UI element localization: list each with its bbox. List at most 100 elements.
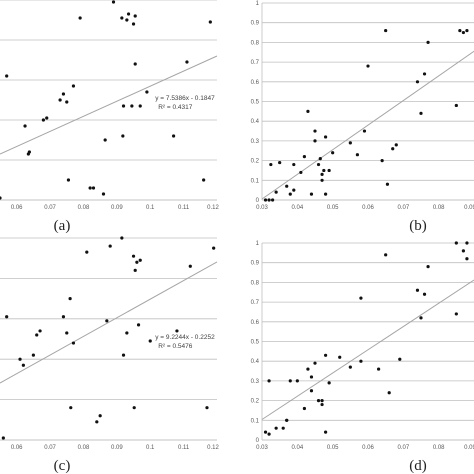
data-point [27,150,31,154]
data-point [71,341,76,345]
x-tick-label: 0.06 [362,205,374,211]
data-point [458,28,462,33]
data-point [387,391,391,395]
data-point [98,414,102,418]
y-tick-label: 0.9 [251,261,260,267]
data-point [66,178,71,182]
chart-panel-2: 0.03 0.04 0.05 0.06 0.07 0.08 0.09 0 0.1 0.2 0.3 0.… [251,1,474,234]
data-point [202,178,206,182]
data-point [426,265,430,269]
chart-panel-1: 0.06 0.07 0.08 0.09 0.1 0.11 0.12 y = 7.5386x -… [0,0,219,234]
trendline [261,279,474,420]
data-point [454,103,458,108]
data-point [58,98,62,102]
data-point [422,292,427,296]
y-tick-label: 0 [256,198,260,204]
x-tick-label: 0.08 [433,445,445,451]
data-point [18,357,22,361]
y-tick-label: 0.6 [251,320,260,326]
data-point [292,188,296,192]
data-point [120,16,124,20]
data-point [309,375,314,379]
data-point [461,30,465,35]
x-tick-label: 0.04 [291,205,303,211]
y-tick-label: 1 [256,241,260,247]
data-point [131,254,136,258]
data-point [41,118,46,122]
x-tick-label: 0.11 [178,445,190,451]
data-point [359,296,363,300]
data-point [120,236,124,240]
x-tick-label: 0.12 [207,205,219,211]
data-point [271,198,275,202]
data-point [172,134,176,138]
trendline [261,50,474,200]
data-point [85,250,89,254]
data-point [313,129,317,133]
data-point [61,92,66,96]
x-tick-label: 0.09 [464,205,474,211]
data-point [101,192,106,196]
data-point [208,20,212,24]
data-point [5,315,9,319]
data-point [359,359,363,363]
y-tick-label: 0.1 [251,178,260,184]
y-tick-label: 1 [256,1,260,7]
data-point [121,134,125,138]
panel-label: (b) [409,218,427,234]
data-point [188,264,192,268]
data-point [324,135,328,139]
r-squared-label: R² = 0.5476 [158,343,193,350]
data-point [35,333,39,337]
y-tick-label: 0.1 [251,418,260,424]
data-point [132,406,136,410]
x-tick-label: 0.09 [111,445,123,451]
data-point [377,367,381,371]
y-tick-label: 0.4 [251,359,260,365]
y-tick-label: 0.2 [251,159,260,165]
data-point [21,363,25,367]
x-tick-label: 0.04 [291,445,303,451]
data-point [111,0,116,4]
data-point [45,116,49,120]
data-point [78,16,82,20]
data-point [313,139,317,143]
data-point [322,168,326,173]
data-point [267,379,271,383]
data-point [331,151,335,155]
data-point [1,436,5,440]
data-point [185,60,189,64]
data-point [320,399,324,403]
data-point [263,198,268,202]
data-point [318,157,322,161]
data-point [133,14,137,18]
x-tick-label: 0.07 [397,445,409,451]
data-point [292,162,296,167]
data-point [68,297,72,301]
data-point [126,12,131,16]
data-point [65,331,69,335]
x-tick-label: 0.08 [78,445,90,451]
y-tick-label: 0.4 [251,119,260,125]
data-point [454,312,458,316]
data-point [278,160,282,165]
data-point [385,182,390,186]
data-point [465,257,469,261]
equation-label: y = 9.2244x - 0.2252 [155,334,215,341]
data-point [175,329,179,333]
data-point [31,353,35,357]
data-point [380,159,384,163]
data-point [23,124,27,128]
data-point [88,186,92,190]
data-point [136,323,141,327]
y-tick-label: 0 [256,438,260,444]
data-point [95,420,99,424]
data-point [121,353,126,357]
data-point [285,184,289,188]
data-point [320,172,324,176]
r-squared-label: R² = 0.4317 [158,104,193,111]
data-point [302,155,306,159]
x-tick-label: 0.08 [78,205,90,211]
data-point [131,22,136,26]
